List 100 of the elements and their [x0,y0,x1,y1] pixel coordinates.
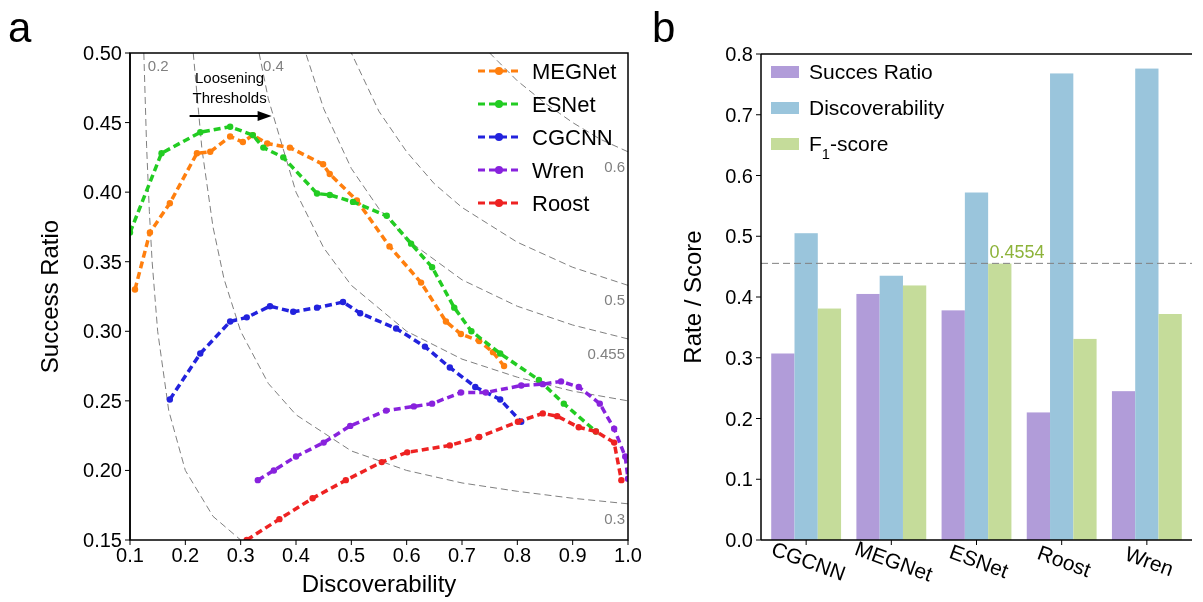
point [243,314,250,321]
point [280,154,287,161]
point [319,161,327,168]
bar [794,233,818,540]
point [264,140,271,147]
point [404,449,411,456]
point [166,200,174,207]
point [254,476,262,484]
y-tick-label: 0.0 [725,529,753,551]
point [239,138,247,146]
point [539,410,546,417]
bar [1073,338,1097,540]
x-tick-label: Wren [1122,541,1177,581]
bar [856,293,880,540]
point [428,264,436,271]
point [193,149,201,157]
point [166,396,174,403]
x-tick-label: 0.4 [282,544,310,566]
point [320,439,327,446]
point [482,389,489,396]
ref-line-label: 0.4554 [989,242,1045,263]
point [518,382,525,389]
point [535,376,543,384]
point [309,495,316,502]
point [596,400,603,407]
series-label: 0.5 [604,291,625,309]
legend-label: Discoverability [809,96,945,120]
point [421,343,429,350]
x-tick-label: 0.6 [392,544,421,566]
bar [941,310,965,540]
x-tick-label: 0.7 [448,544,476,566]
point [226,318,234,325]
point [270,467,278,474]
x-tick-label: 0.8 [503,544,532,566]
bar [771,353,795,540]
line-series [192,53,628,505]
bar [1111,391,1136,540]
point [496,350,504,357]
point [197,129,204,136]
y-axis-title: Rate / Score [679,230,706,364]
y-tick-label: 0.6 [725,164,753,187]
point [407,240,415,247]
point [349,198,357,206]
point [339,298,347,306]
point [610,425,618,432]
point [290,308,297,316]
point [468,328,475,335]
bar [988,263,1012,540]
x-tick-label: 0.9 [558,544,587,566]
bar [817,308,842,540]
legend-label: ESNet [532,91,596,117]
legend-label: Roost [532,190,590,216]
series-label: 0.3 [604,509,625,527]
point [260,144,267,151]
series-label: 0.455 [587,344,625,362]
point [428,400,436,407]
point [326,170,333,178]
point [313,304,321,311]
x-tick-label: 1.0 [614,544,642,566]
series-label: 0.4 [263,57,284,74]
point [472,383,479,391]
y-axis-title: Success Ratio [36,219,63,374]
point [575,424,582,431]
y-tick-label: 0.50 [83,42,122,64]
point [286,144,294,151]
bar [879,275,903,540]
bar [1026,412,1051,540]
y-tick-label: 0.7 [725,103,753,126]
chart-title: a [8,4,32,51]
point [557,378,565,385]
y-tick-label: 0.1 [725,468,753,491]
point [442,318,450,325]
series-label: 0.2 [147,57,169,74]
legend-label: Wren [532,157,585,183]
point [131,286,139,293]
point [496,396,504,403]
point [457,389,465,396]
point [158,149,165,157]
point [475,433,483,441]
point [560,400,568,407]
point [378,458,385,466]
point [500,362,508,370]
point [610,439,618,446]
point [382,407,390,414]
point [326,191,333,199]
y-tick-label: 0.2 [725,407,753,430]
y-tick-label: 0.40 [83,181,122,204]
point [417,279,425,286]
y-tick-label: 0.5 [725,225,753,248]
point [451,304,458,311]
point [446,442,454,449]
point [392,325,400,332]
bar [1158,314,1182,540]
point [553,412,561,420]
x-axis-title: Discoverability [301,570,457,597]
point [622,453,628,460]
point [207,148,214,155]
point [575,383,582,391]
y-tick-label: 0.3 [725,346,753,369]
bar [1050,73,1074,540]
